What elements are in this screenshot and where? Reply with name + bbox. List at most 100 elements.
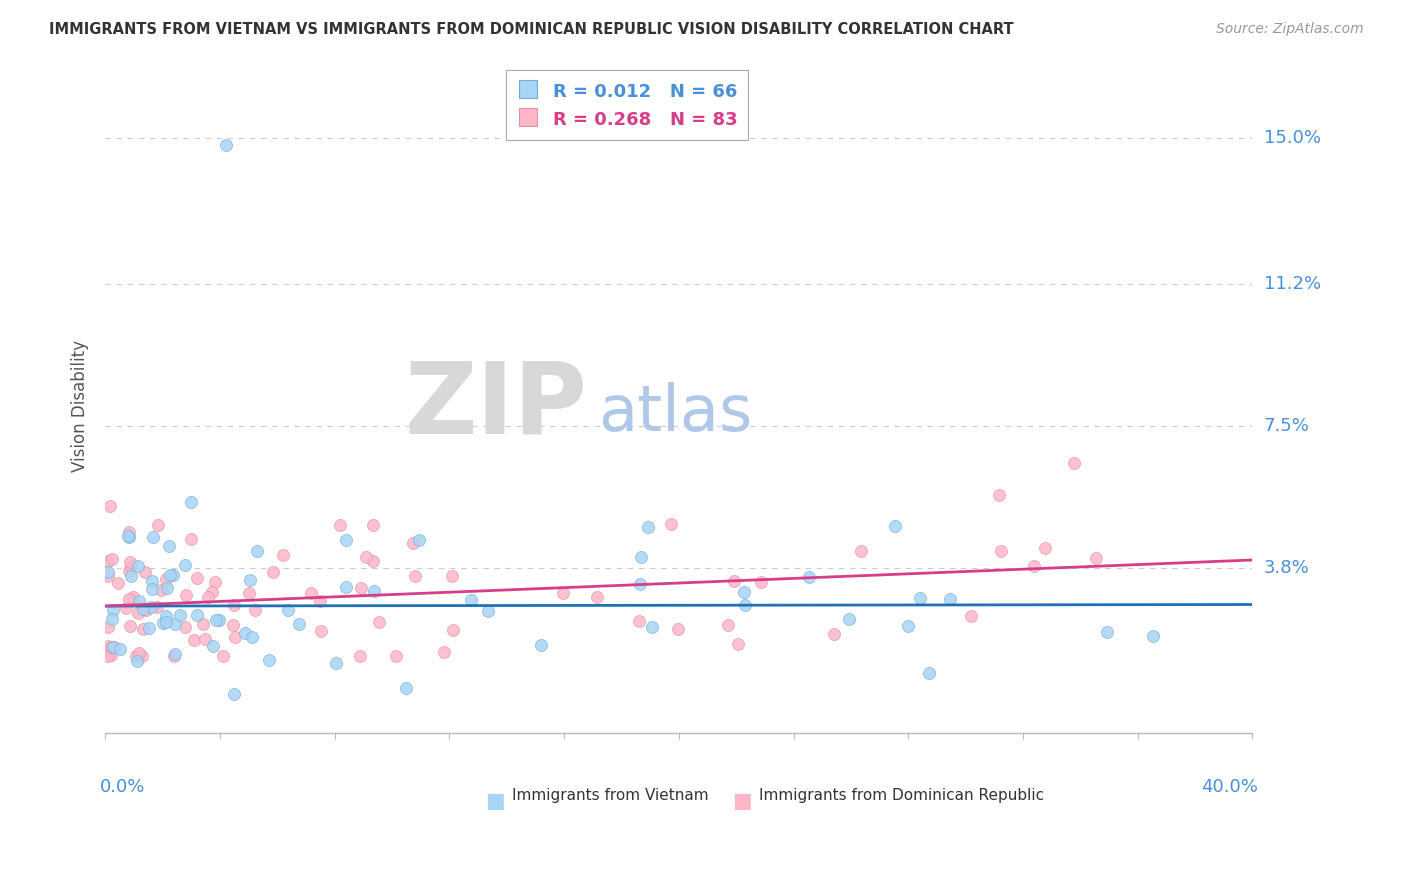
Point xyxy=(128,594,150,608)
Text: atlas: atlas xyxy=(599,382,752,444)
Point xyxy=(157,539,180,553)
Point xyxy=(118,524,141,539)
Point xyxy=(477,604,499,618)
Point xyxy=(896,619,918,633)
Point xyxy=(134,566,156,580)
Point xyxy=(659,517,682,532)
Point xyxy=(361,518,384,533)
Point xyxy=(180,495,202,509)
Point xyxy=(100,640,122,654)
Point xyxy=(141,582,163,596)
Point xyxy=(224,630,246,644)
Point xyxy=(432,645,454,659)
Point xyxy=(246,544,269,558)
Point xyxy=(101,552,124,566)
Point xyxy=(908,591,931,605)
Point xyxy=(215,138,238,153)
Point xyxy=(150,583,173,598)
Point xyxy=(122,591,145,605)
Point xyxy=(125,654,148,668)
Point xyxy=(155,608,177,623)
Point xyxy=(884,518,907,533)
Point xyxy=(1142,629,1164,643)
Point xyxy=(404,569,426,583)
Point xyxy=(100,648,122,663)
Point xyxy=(132,622,155,636)
Point xyxy=(146,599,169,614)
Point xyxy=(727,637,749,651)
Point xyxy=(335,533,357,547)
Point xyxy=(120,559,142,574)
Point xyxy=(169,608,191,623)
Point xyxy=(163,616,186,631)
Y-axis label: Vision Disability: Vision Disability xyxy=(72,341,89,473)
Point xyxy=(368,615,391,630)
Point xyxy=(174,620,197,634)
Point xyxy=(118,591,141,606)
Point xyxy=(201,585,224,599)
Point xyxy=(146,518,169,533)
Point xyxy=(630,550,652,565)
Point xyxy=(97,648,120,663)
Point xyxy=(851,544,873,558)
Point xyxy=(354,549,377,564)
Point xyxy=(135,602,157,616)
Point xyxy=(723,574,745,588)
Point xyxy=(238,585,260,599)
Point xyxy=(97,639,120,653)
Text: Immigrants from Dominican Republic: Immigrants from Dominican Republic xyxy=(759,789,1045,803)
Legend: R = 0.012   N = 66, R = 0.268   N = 83: R = 0.012 N = 66, R = 0.268 N = 83 xyxy=(506,70,748,140)
Point xyxy=(155,572,177,586)
Point xyxy=(716,618,738,632)
Point xyxy=(125,648,148,663)
Point xyxy=(325,656,347,670)
Point xyxy=(586,590,609,604)
Point xyxy=(395,681,418,695)
Point xyxy=(551,585,574,599)
Point xyxy=(180,532,202,546)
Point xyxy=(460,593,482,607)
Point xyxy=(329,517,352,532)
Point xyxy=(918,665,941,680)
Point xyxy=(100,500,122,514)
Point xyxy=(823,627,845,641)
Point xyxy=(162,648,184,663)
Point xyxy=(194,632,217,647)
Point xyxy=(139,599,162,614)
Point xyxy=(440,569,463,583)
Point xyxy=(257,653,280,667)
Point xyxy=(97,620,120,634)
Point xyxy=(288,617,311,632)
Point xyxy=(162,568,184,582)
Point xyxy=(108,641,131,656)
Point xyxy=(363,583,385,598)
Point xyxy=(152,615,174,630)
Point xyxy=(990,543,1012,558)
Point xyxy=(193,617,215,632)
Text: 3.8%: 3.8% xyxy=(1264,558,1309,576)
Point xyxy=(197,590,219,604)
Point xyxy=(156,581,179,595)
Point xyxy=(201,639,224,653)
Point xyxy=(107,576,129,591)
Point xyxy=(233,626,256,640)
Point xyxy=(174,588,197,602)
Point xyxy=(733,585,755,599)
Point xyxy=(666,622,689,636)
Point xyxy=(132,601,155,615)
Point xyxy=(128,646,150,660)
Text: ■: ■ xyxy=(485,791,505,812)
Point xyxy=(408,533,430,548)
Point xyxy=(960,608,983,623)
Point xyxy=(205,613,228,627)
Point xyxy=(208,613,231,627)
Point xyxy=(309,624,332,638)
Text: Source: ZipAtlas.com: Source: ZipAtlas.com xyxy=(1216,22,1364,37)
Point xyxy=(273,548,295,562)
Point xyxy=(799,570,821,584)
Point xyxy=(115,601,138,615)
Point xyxy=(988,488,1011,502)
Text: IMMIGRANTS FROM VIETNAM VS IMMIGRANTS FROM DOMINICAN REPUBLIC VISION DISABILITY : IMMIGRANTS FROM VIETNAM VS IMMIGRANTS FR… xyxy=(49,22,1014,37)
Point xyxy=(120,555,142,569)
Point xyxy=(239,573,262,587)
